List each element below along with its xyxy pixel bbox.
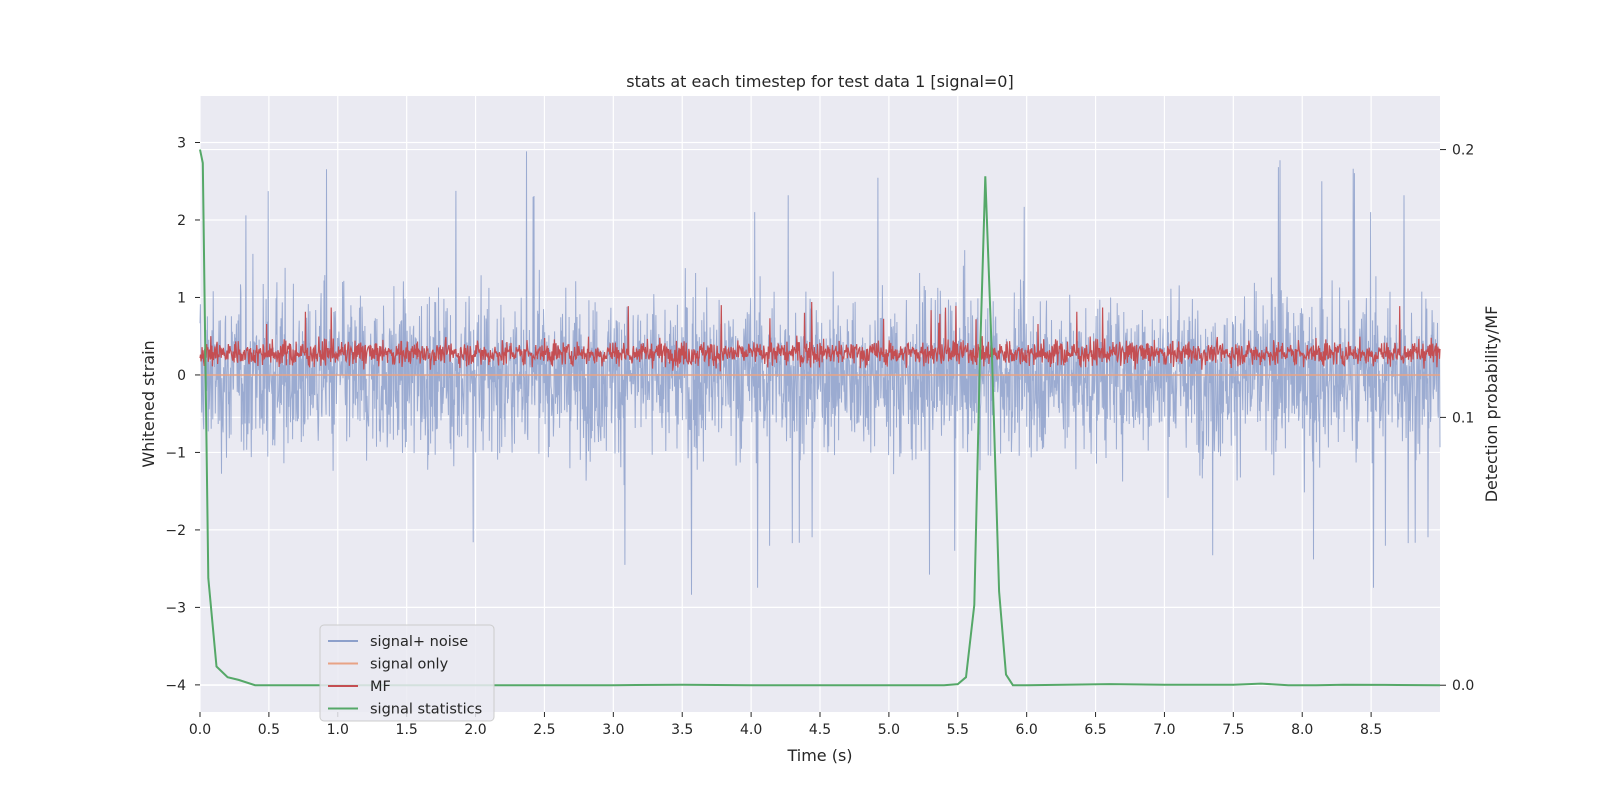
x-tick-label: 8.5 — [1360, 722, 1382, 738]
y2-tick-label: 0.2 — [1452, 143, 1474, 159]
signal-statistics-line — [199, 149, 1441, 687]
x-tick-label: 8.0 — [1291, 722, 1313, 738]
y-axis-label: Whitened strain — [139, 340, 158, 467]
y2-tick-label: 0.1 — [1452, 410, 1474, 426]
x-tick-label: 5.0 — [878, 722, 900, 738]
y-tick-label: 1 — [177, 290, 186, 306]
x-tick-label: 6.0 — [1016, 722, 1038, 738]
legend-label: signal only — [370, 657, 449, 673]
legend: signal+ noise signal only MF signal statist… — [319, 624, 495, 722]
x-tick-label: 6.5 — [1084, 722, 1106, 738]
chart-title: stats at each timestep for test data 1 [… — [626, 72, 1013, 91]
x-tick-label: 5.5 — [947, 722, 969, 738]
y-tick-label: −3 — [165, 600, 186, 616]
legend-label: MF — [370, 679, 391, 695]
legend-box — [319, 624, 495, 722]
x-tick-label: 7.0 — [1153, 722, 1175, 738]
y-tick-label: −2 — [165, 523, 186, 539]
ticks: 0.0 0.5 1.0 1.5 2.0 2.5 3.0 3.5 4.0 4.5 5.0 5.5 6.0 6… — [165, 135, 1474, 738]
y-tick-label: −1 — [165, 445, 186, 461]
y-tick-label: 0 — [177, 368, 186, 384]
x-axis-label: Time (s) — [786, 746, 852, 765]
x-tick-label: 2.0 — [464, 722, 486, 738]
y-tick-label: −4 — [165, 678, 186, 694]
x-tick-label: 4.5 — [809, 722, 831, 738]
x-tick-label: 3.0 — [602, 722, 624, 738]
series-layer — [199, 149, 1441, 687]
x-tick-label: 2.5 — [533, 722, 555, 738]
x-tick-label: 7.5 — [1222, 722, 1244, 738]
y-tick-label: 3 — [177, 135, 186, 151]
mf-line — [199, 301, 1441, 372]
legend-label: signal statistics — [370, 702, 482, 718]
legend-label: signal+ noise — [370, 634, 468, 650]
x-tick-label: 0.0 — [189, 722, 211, 738]
x-tick-label: 1.0 — [327, 722, 349, 738]
x-tick-label: 3.5 — [671, 722, 693, 738]
x-tick-label: 4.0 — [740, 722, 762, 738]
y-tick-label: 2 — [177, 213, 186, 229]
x-tick-label: 1.5 — [396, 722, 418, 738]
y2-tick-label: 0.0 — [1452, 678, 1474, 694]
y2-axis-label: Detection probability/MF — [1482, 306, 1501, 503]
x-tick-label: 0.5 — [258, 722, 280, 738]
